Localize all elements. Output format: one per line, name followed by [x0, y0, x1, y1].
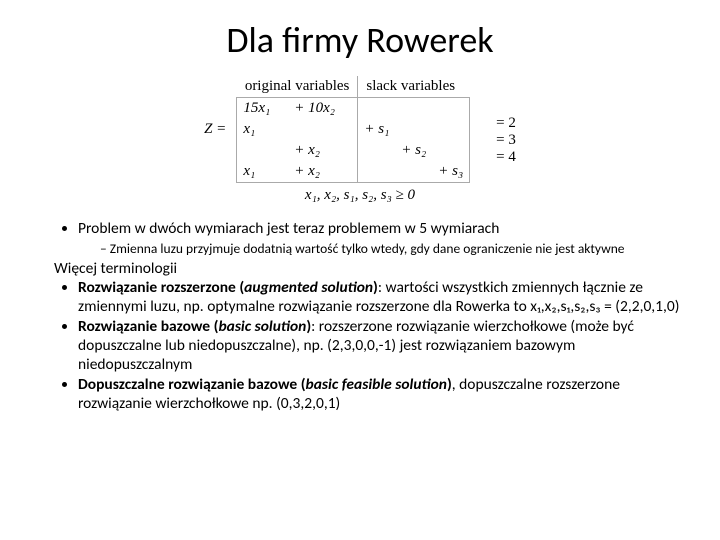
- bullet-text: Problem w dwóch wymiarach jest teraz pro…: [78, 219, 499, 238]
- rhs: = 2: [484, 115, 516, 132]
- cell: [358, 98, 395, 120]
- cell: [395, 98, 432, 120]
- cell: [358, 140, 395, 161]
- term: Rozwiązanie bazowe (: [78, 317, 218, 336]
- bullet-list: Problem w dwóch wymiarach jest teraz pro…: [32, 220, 688, 257]
- cell: + s₁: [358, 119, 395, 140]
- cell: [358, 161, 395, 183]
- cell: 15x₁: [237, 98, 288, 120]
- bullet-list-2: Rozwiązanie rozszerzone (augmented solut…: [32, 279, 688, 413]
- cell: + s₂: [395, 140, 432, 161]
- rhs: = 3: [484, 132, 516, 149]
- list-item: Rozwiązanie rozszerzone (augmented solut…: [78, 279, 688, 317]
- cell: + s₃: [432, 161, 469, 183]
- cell: + x₂: [288, 140, 358, 161]
- cell: [237, 140, 288, 161]
- cell: + x₂: [288, 161, 358, 183]
- subheading: Więcej terminologii: [54, 259, 688, 278]
- term: Dopuszczalne rozwiązanie bazowe (: [78, 375, 306, 394]
- cell: + 10x₂: [288, 98, 358, 120]
- cell: [395, 161, 432, 183]
- cell: [395, 119, 432, 140]
- col-original: original variables: [237, 76, 358, 98]
- rhs: = 4: [484, 149, 516, 166]
- nonneg-constraint: x₁, x₂, s₁, s₂, s₃ ≥ 0: [32, 187, 688, 204]
- sub-list-item: Zmienna luzu przyjmuje dodatnią wartość …: [100, 241, 688, 257]
- z-label: Z =: [204, 121, 236, 138]
- cell: [432, 140, 469, 161]
- equation-figure: Z = original variables slack variables 1…: [32, 76, 688, 204]
- list-item: Problem w dwóch wymiarach jest teraz pro…: [78, 220, 688, 257]
- cell: [432, 98, 469, 120]
- cell: [432, 119, 469, 140]
- equation-table: original variables slack variables 15x₁ …: [236, 76, 470, 183]
- list-item: Rozwiązanie bazowe (basic solution): roz…: [78, 318, 688, 375]
- term-en: basic solution: [218, 317, 306, 336]
- cell: x₁: [237, 119, 288, 140]
- term: Rozwiązanie rozszerzone (: [78, 278, 244, 297]
- cell: [288, 119, 358, 140]
- term-en: augmented solution: [244, 278, 373, 297]
- col-slack: slack variables: [358, 76, 470, 98]
- term-en: basic feasible solution: [306, 375, 447, 394]
- list-item: Dopuszczalne rozwiązanie bazowe (basic f…: [78, 376, 688, 414]
- page-title: Dla firmy Rowerek: [32, 18, 688, 62]
- cell: x₁: [237, 161, 288, 183]
